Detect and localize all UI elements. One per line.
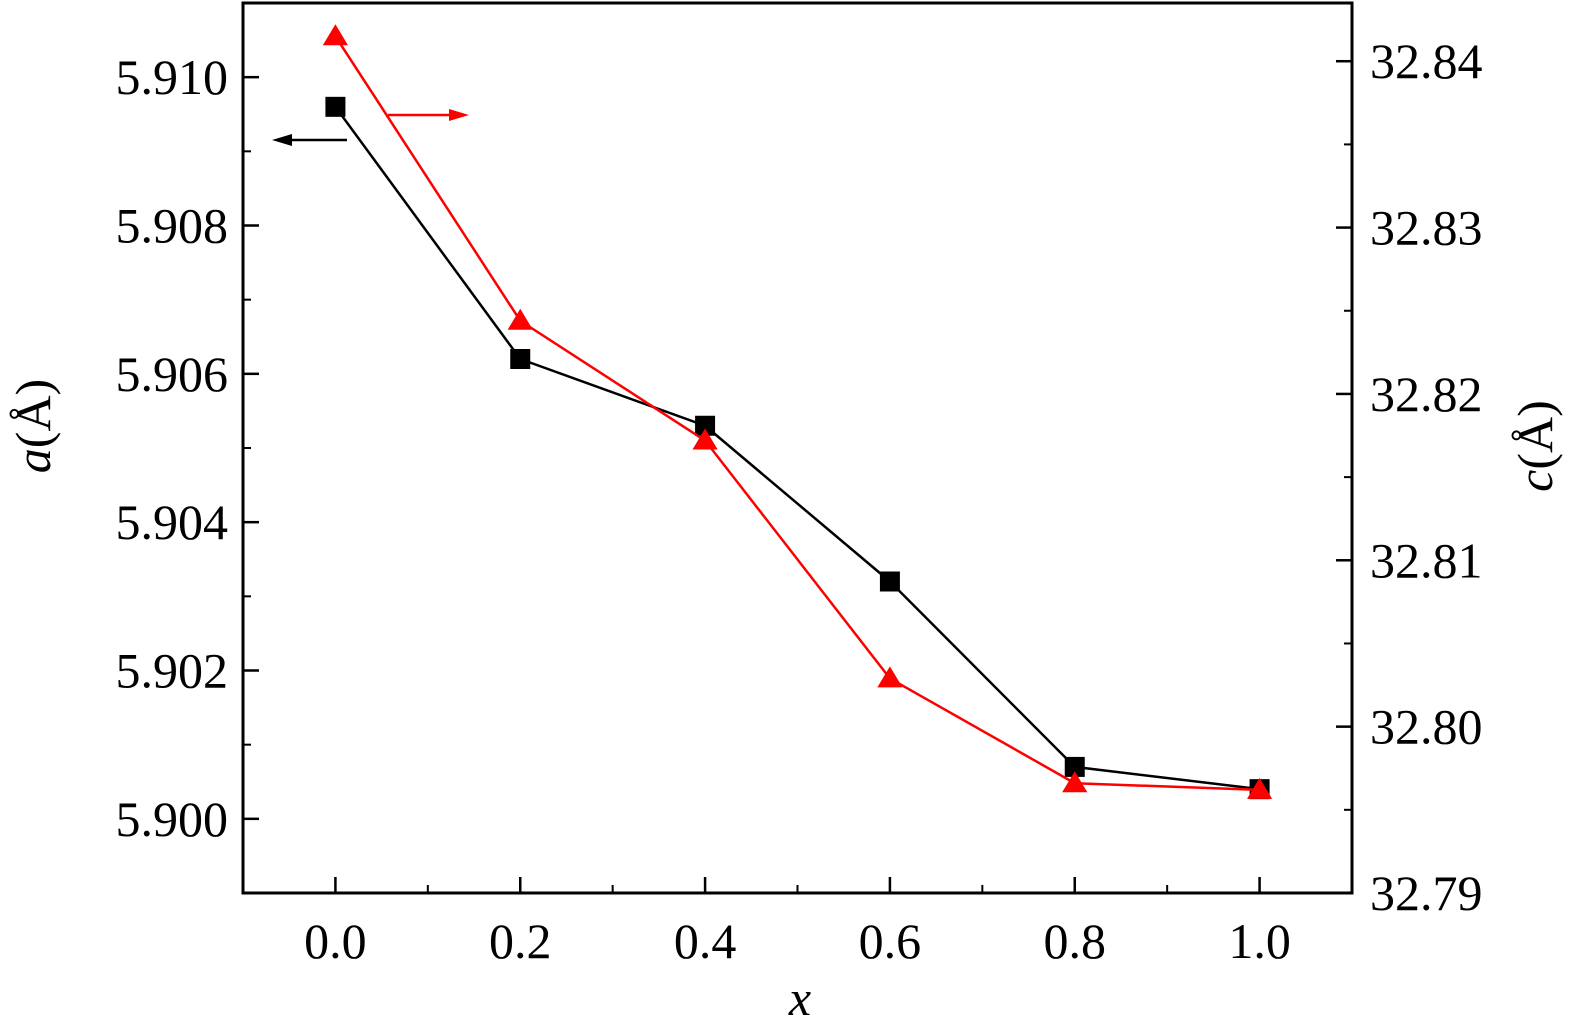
x-tick-label: 0.0 (304, 913, 367, 969)
left-axis-arrow-head (272, 134, 292, 146)
x-axis-label: x (788, 970, 811, 1023)
x-axis: 0.0 0.2 0.4 0.6 0.8 1.0 (304, 877, 1291, 969)
series-point-triangle (507, 308, 533, 330)
series-point-triangle (1062, 771, 1088, 793)
y-left-tick-label: 5.906 (116, 346, 229, 402)
y-left-tick-label: 5.910 (116, 49, 229, 105)
y-right-tick-label: 32.80 (1370, 699, 1483, 755)
y-right-tick-label: 32.81 (1370, 532, 1483, 588)
y-right-tick-label: 32.79 (1370, 865, 1483, 921)
x-tick-label: 0.2 (489, 913, 552, 969)
x-tick-label: 0.8 (1044, 913, 1107, 969)
series-line-right (334, 35, 1260, 792)
series-point-square (879, 571, 900, 592)
y-left-tick-label: 5.900 (116, 791, 229, 847)
y-axis-right-label: c(Å) (1507, 400, 1563, 492)
series-point-square (1064, 756, 1085, 777)
y-axis-right: 32.79 32.80 32.81 32.82 32.83 32.84 (1336, 33, 1483, 921)
y-left-tick-label: 5.908 (116, 198, 229, 254)
series-point-square (325, 96, 346, 117)
y-right-tick-label: 32.83 (1370, 200, 1483, 256)
series-point-triangle (322, 24, 349, 46)
plot-border (241, 1, 1354, 895)
series-line-left (334, 106, 1260, 791)
series-point-triangle (877, 666, 903, 688)
series-point-triangle (1246, 777, 1273, 799)
y-left-tick-label: 5.904 (116, 494, 229, 550)
y-right-tick-label: 32.82 (1370, 366, 1483, 422)
x-tick-label: 1.0 (1228, 913, 1291, 969)
right-axis-arrow-head (449, 109, 469, 121)
series-point-square (510, 349, 531, 369)
y-left-tick-label: 5.902 (116, 643, 229, 699)
series-point-square (695, 415, 716, 436)
annotation-layer (272, 109, 469, 146)
series-point-triangle (692, 428, 718, 450)
y-axis-left: 5.900 5.902 5.904 5.906 5.908 5.910 (116, 49, 259, 847)
x-tick-label: 0.6 (859, 913, 922, 969)
y-right-tick-label: 32.84 (1370, 33, 1483, 89)
x-tick-label: 0.4 (674, 913, 737, 969)
plot-frame (241, 1, 1354, 895)
series-layer (322, 24, 1273, 800)
y-axis-left-label: a(Å) (5, 379, 61, 473)
